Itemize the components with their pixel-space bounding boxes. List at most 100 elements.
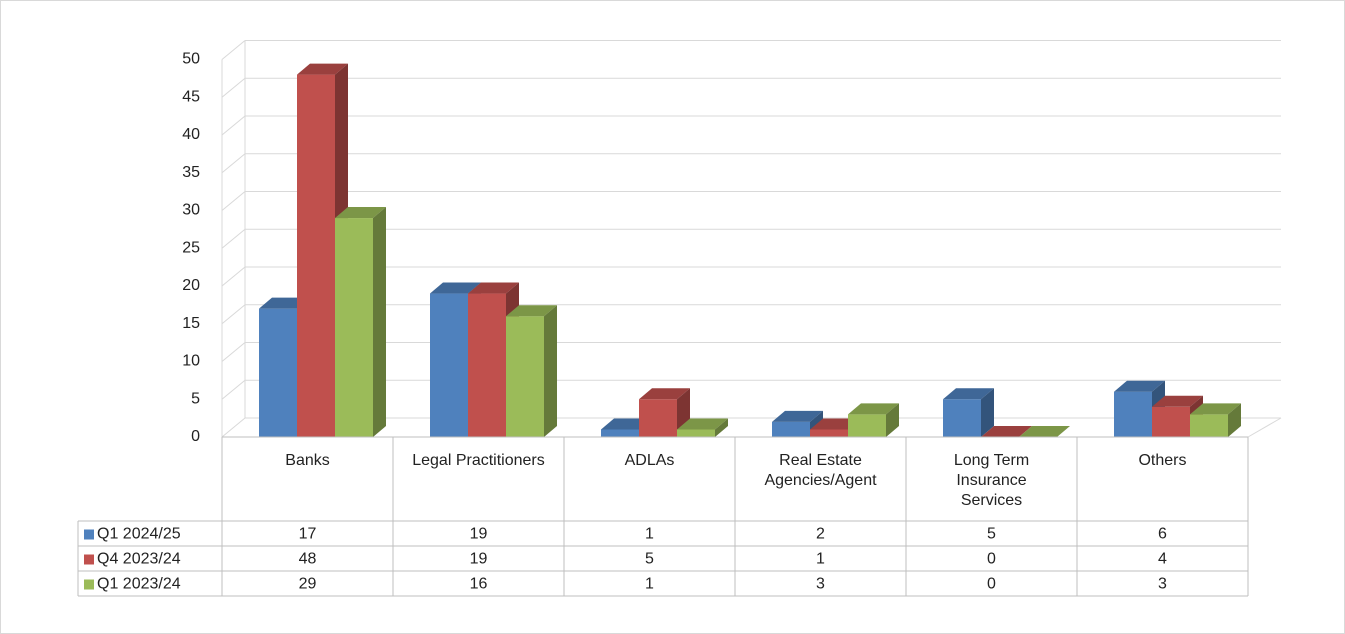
- bar-top: [1114, 380, 1165, 392]
- table-value: 3: [816, 576, 825, 593]
- bar-front: [677, 429, 715, 437]
- grid-line: [221, 266, 246, 287]
- bar: [943, 388, 994, 437]
- bar-side: [373, 207, 386, 437]
- y-tick-label: 20: [182, 277, 200, 294]
- table-value: 5: [645, 551, 654, 568]
- bar-front: [1190, 414, 1228, 437]
- bar-top: [335, 207, 386, 219]
- bar-front: [1114, 391, 1152, 437]
- y-tick-label: 45: [182, 88, 200, 105]
- table-value: 19: [470, 526, 488, 543]
- category-label: Legal Practitioners: [412, 452, 545, 469]
- grid-line: [221, 304, 246, 325]
- table-value: 1: [645, 576, 654, 593]
- table-value: 17: [299, 526, 317, 543]
- bar-top: [981, 426, 1032, 437]
- bar: [1190, 403, 1241, 437]
- table-value: 3: [1158, 576, 1167, 593]
- grid-line: [221, 191, 246, 211]
- bar-front: [1152, 406, 1190, 437]
- y-tick-label: 15: [182, 315, 200, 332]
- legend-label: Q1 2023/24: [97, 576, 181, 593]
- grid-line: [221, 153, 246, 174]
- legend-key: [84, 529, 94, 540]
- bar-top: [943, 388, 994, 400]
- bar: [639, 388, 690, 437]
- bar-top: [639, 388, 690, 400]
- category-label: ADLAs: [624, 452, 675, 469]
- floor-edge: [1247, 417, 1282, 438]
- category-label: Banks: [285, 452, 330, 469]
- bar-top: [506, 305, 557, 317]
- bar-top: [468, 282, 519, 294]
- bar-front: [506, 316, 544, 437]
- bar-top: [677, 418, 728, 430]
- bar: [335, 207, 386, 437]
- legend-label: Q1 2024/25: [97, 526, 181, 543]
- bar-front: [335, 218, 373, 437]
- table-value: 0: [987, 576, 996, 593]
- grid-line: [221, 228, 246, 249]
- grid-line: [221, 40, 246, 60]
- bar-front: [601, 429, 639, 437]
- bar-front: [468, 293, 506, 437]
- category-label: Real Estate Agencies/Agent: [764, 452, 877, 489]
- bar-top: [848, 403, 899, 415]
- table-value: 0: [987, 551, 996, 568]
- bar: [981, 426, 1032, 437]
- bar-front: [259, 308, 297, 437]
- y-tick-label: 50: [182, 51, 200, 68]
- y-tick-label: 25: [182, 239, 200, 256]
- y-tick-label: 30: [182, 202, 200, 219]
- table-value: 48: [299, 551, 317, 568]
- bar-front: [848, 414, 886, 437]
- table-value: 1: [816, 551, 825, 568]
- bar-side: [1228, 403, 1241, 437]
- bar-front: [943, 399, 981, 437]
- table-value: 6: [1158, 526, 1167, 543]
- y-tick-label: 35: [182, 164, 200, 181]
- bar-top: [1019, 426, 1070, 437]
- table-value: 4: [1158, 551, 1167, 568]
- table-value: 29: [299, 576, 317, 593]
- grid-line: [221, 342, 246, 362]
- bar-top: [1152, 395, 1203, 407]
- bar-side: [715, 418, 728, 437]
- bar: [848, 403, 899, 437]
- bar: [1019, 426, 1070, 437]
- bar-top: [297, 63, 348, 75]
- table-value: 1: [645, 526, 654, 543]
- legend-key: [84, 554, 94, 565]
- bar-side: [886, 403, 899, 437]
- grid-line: [221, 77, 246, 98]
- y-tick-label: 5: [191, 390, 200, 407]
- bar: [506, 305, 557, 437]
- bar-front: [297, 74, 335, 437]
- y-tick-label: 40: [182, 126, 200, 143]
- bar-front: [430, 293, 468, 437]
- bar-front: [639, 399, 677, 437]
- bar-top: [1190, 403, 1241, 415]
- bar-top: [430, 282, 481, 294]
- table-value: 19: [470, 551, 488, 568]
- bar-side: [544, 305, 557, 437]
- category-label: Long Term Insurance Services: [953, 452, 1030, 509]
- table-value: 16: [470, 576, 488, 593]
- category-label: Others: [1138, 452, 1187, 469]
- legend-label: Q4 2023/24: [97, 551, 181, 568]
- bar: [677, 418, 728, 437]
- y-tick-label: 10: [182, 353, 200, 370]
- grid-line: [221, 417, 246, 438]
- table-value: 5: [987, 526, 996, 543]
- grid-line: [221, 115, 246, 136]
- bar-side: [981, 388, 994, 437]
- grid-line: [221, 379, 246, 400]
- bar-front: [772, 421, 810, 437]
- bar-top: [772, 410, 823, 422]
- bar-front: [810, 429, 848, 437]
- legend-key: [84, 579, 94, 590]
